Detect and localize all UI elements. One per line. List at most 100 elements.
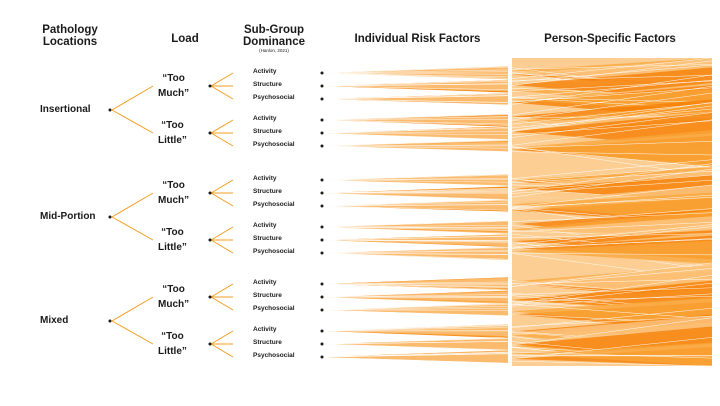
header-individual-risk-factors: Individual Risk Factors — [354, 33, 481, 45]
risk-factor-fan-line — [321, 119, 509, 125]
load-node-dot — [208, 131, 212, 135]
subgroup-label-psychosocial: Psychosocial — [253, 201, 295, 208]
subgroup-label-activity: Activity — [253, 68, 277, 75]
person-specific-fan-line — [511, 360, 713, 367]
person-specific-fan-line — [511, 262, 713, 287]
subgroup-node-dot — [320, 329, 324, 333]
load-node-dot — [208, 295, 212, 299]
location-to-load-branch — [111, 192, 154, 218]
load-node-dot — [208, 191, 212, 195]
person-specific-fan-line — [511, 174, 713, 192]
subgroup-node-dot — [320, 204, 324, 208]
risk-factor-fan-line — [321, 85, 509, 91]
load-label-1-0: “Too Much” — [158, 178, 189, 208]
location-to-load-branch — [111, 109, 154, 134]
load-label-line2: Little” — [158, 346, 187, 357]
load-node-dot — [208, 342, 212, 346]
person-specific-fan-line — [511, 293, 713, 307]
person-specific-fan — [512, 130, 712, 168]
risk-factor-fan-line — [321, 200, 509, 207]
risk-factor-fan-line — [321, 93, 509, 100]
risk-factor-fan-line — [321, 309, 509, 317]
subgroup-node-dot — [320, 118, 324, 122]
risk-factor-fan-line — [321, 190, 509, 194]
risk-factor-fan-line — [321, 98, 509, 103]
risk-factor-fan-line — [321, 116, 509, 121]
person-specific-fan-line — [511, 351, 713, 359]
load-label-line1: “Too — [162, 73, 185, 84]
risk-factor-fan-line — [321, 341, 509, 345]
risk-factor-fan-line — [321, 69, 509, 74]
subgroup-label-structure: Structure — [253, 292, 282, 299]
subgroup-label-activity: Activity — [253, 279, 277, 286]
tree-branches — [111, 72, 234, 358]
person-specific-fan-line — [511, 165, 713, 183]
risk-factor-fan-line — [321, 252, 509, 260]
person-specific-fan-line — [511, 197, 713, 208]
risk-factor-fan-line — [321, 71, 509, 74]
subgroup-label-psychosocial: Psychosocial — [253, 141, 295, 148]
subgroup-node-dot — [320, 131, 324, 135]
risk-factor-fan-line — [321, 246, 509, 254]
risk-factor-fan-line — [321, 72, 509, 75]
risk-factor-fan-line — [321, 79, 509, 87]
risk-factor-fan — [322, 67, 508, 79]
load-label-line1: “Too — [162, 284, 185, 295]
subgroup-node-dot — [320, 71, 324, 75]
person-specific-fan-line — [511, 252, 713, 256]
subgroup-label-structure: Structure — [253, 235, 282, 242]
person-specific-fan-line — [511, 224, 713, 245]
subgroup-label-activity: Activity — [253, 222, 277, 229]
risk-factor-fan-line — [321, 114, 509, 121]
person-specific-fan-line — [511, 226, 713, 249]
location-to-load-branch — [111, 320, 154, 345]
person-specific-fan-line — [511, 159, 713, 179]
person-specific-fan-line — [511, 74, 713, 105]
risk-factor-fan-line — [321, 353, 509, 358]
location-label-2: Mixed — [40, 315, 69, 326]
risk-factor-fan-line — [321, 173, 509, 181]
risk-factor-fan-line — [321, 336, 509, 345]
risk-factor-fan-line — [321, 95, 509, 100]
subgroup-label-activity: Activity — [253, 326, 277, 333]
risk-factor-fan-line — [321, 119, 509, 126]
risk-factor-fan — [322, 175, 508, 185]
subgroup-label-structure: Structure — [253, 81, 282, 88]
load-label-line2: Much” — [158, 88, 190, 99]
person-specific-fan-line — [511, 163, 713, 192]
subgroup-label-psychosocial: Psychosocial — [253, 305, 295, 312]
location-label-0: Insertional — [40, 104, 91, 115]
risk-factor-fan-line — [321, 205, 509, 211]
risk-factor-fan-line — [321, 145, 509, 152]
risk-factor-fan — [322, 303, 508, 316]
risk-factor-fan — [322, 338, 508, 351]
risk-factor-fan-line — [321, 201, 509, 207]
location-to-load-branch — [111, 85, 154, 111]
person-specific-fan-line — [511, 75, 713, 81]
risk-factor-fan-line — [321, 132, 509, 135]
load-label-2-0: “Too Much” — [158, 282, 189, 312]
risk-factor-fan-line — [321, 308, 509, 311]
person-specific-fan-line — [511, 317, 713, 346]
load-node-dot — [208, 84, 212, 88]
risk-factor-fan-line — [321, 283, 509, 290]
person-specific-fan-line — [511, 296, 713, 302]
location-to-load-branch — [111, 216, 154, 241]
risk-factor-fan-line — [321, 204, 509, 207]
risk-factor-fan-line — [321, 113, 509, 121]
subgroup-node-dot — [320, 355, 324, 359]
risk-factor-fan — [322, 201, 508, 211]
load-label-line1: “Too — [161, 120, 184, 131]
risk-factor-fan-line — [321, 296, 509, 298]
risk-factor-fan-line — [321, 290, 509, 298]
risk-factor-fan — [322, 187, 508, 200]
subgroup-node-dot — [320, 97, 324, 101]
risk-factor-fan-line — [321, 324, 509, 332]
risk-factor-fan-line — [321, 179, 509, 188]
subgroup-label-psychosocial: Psychosocial — [253, 352, 295, 359]
subgroup-label-psychosocial: Psychosocial — [253, 248, 295, 255]
subgroup-node-dot — [320, 84, 324, 88]
load-label-0-0: “Too Much” — [158, 71, 189, 101]
